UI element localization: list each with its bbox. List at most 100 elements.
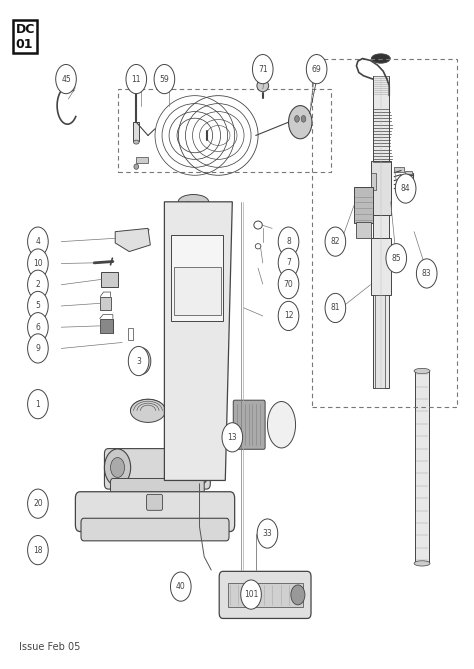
Text: 45: 45 [61,74,71,84]
Circle shape [253,55,273,84]
Bar [354,187,373,223]
Text: 9: 9 [36,344,40,353]
Ellipse shape [414,561,430,566]
Circle shape [173,574,184,590]
Circle shape [325,227,346,256]
Circle shape [27,249,48,278]
Ellipse shape [178,195,209,209]
Text: 81: 81 [331,304,340,312]
FancyBboxPatch shape [104,449,210,489]
Bar [100,318,113,333]
Polygon shape [164,202,232,480]
Text: 40: 40 [176,582,186,591]
Bar [375,294,385,387]
FancyBboxPatch shape [219,571,311,618]
Text: Issue Feb 05: Issue Feb 05 [19,642,81,652]
Circle shape [386,244,407,273]
Circle shape [278,270,299,298]
Ellipse shape [267,401,296,448]
Text: 84: 84 [401,184,410,193]
Circle shape [257,519,278,548]
Circle shape [27,489,48,518]
Circle shape [104,449,131,486]
Text: 59: 59 [160,74,169,84]
Circle shape [190,458,204,478]
Circle shape [27,292,48,320]
Bar [164,258,174,294]
Text: 83: 83 [422,269,431,278]
FancyBboxPatch shape [110,478,204,504]
FancyBboxPatch shape [75,492,235,532]
Bar [128,328,133,340]
Circle shape [289,106,312,138]
Circle shape [241,580,261,609]
Text: 11: 11 [131,74,141,84]
Circle shape [27,227,48,256]
Circle shape [182,202,193,217]
Bar [372,173,376,190]
Text: 5: 5 [36,302,40,310]
Text: 69: 69 [312,65,321,74]
Text: 71: 71 [258,65,268,74]
FancyBboxPatch shape [81,518,229,541]
Circle shape [278,248,299,278]
Bar [405,171,412,174]
Circle shape [126,64,146,94]
Bar [137,157,148,163]
Circle shape [306,55,327,84]
Bar [394,167,404,172]
Bar [178,202,209,228]
Ellipse shape [414,369,430,374]
Text: 82: 82 [331,237,340,246]
Circle shape [110,458,125,478]
Bar [415,371,429,563]
Ellipse shape [372,54,390,63]
Bar [373,76,389,387]
Circle shape [222,423,243,452]
Bar [356,222,371,238]
Text: 3: 3 [136,357,141,365]
Ellipse shape [130,399,165,422]
Ellipse shape [134,164,138,169]
Ellipse shape [167,308,209,334]
Circle shape [27,389,48,419]
Circle shape [128,347,149,375]
Text: 12: 12 [284,312,293,320]
Bar [134,122,139,140]
Bar [118,89,331,172]
Circle shape [27,535,48,565]
Text: 70: 70 [283,280,293,288]
Circle shape [295,116,299,122]
Ellipse shape [134,140,139,144]
Circle shape [56,64,76,94]
Text: 6: 6 [36,322,40,332]
Bar [172,235,223,321]
Circle shape [137,355,146,368]
Text: 20: 20 [33,499,43,508]
Circle shape [132,348,151,375]
Bar [228,583,302,607]
Circle shape [27,270,48,299]
Circle shape [27,334,48,363]
Circle shape [395,174,416,203]
Circle shape [184,449,210,486]
Text: 101: 101 [244,590,258,599]
Text: 18: 18 [33,546,43,555]
Circle shape [154,64,175,94]
Text: DC
01: DC 01 [16,23,35,51]
Bar [371,161,391,215]
Text: 7: 7 [286,258,291,268]
Text: 10: 10 [33,259,43,268]
Circle shape [417,259,437,288]
Text: 85: 85 [392,254,401,263]
Circle shape [171,572,191,601]
FancyBboxPatch shape [146,494,163,510]
Ellipse shape [257,80,269,92]
Text: 33: 33 [263,529,273,538]
Circle shape [325,294,346,322]
Text: 4: 4 [36,237,40,246]
Circle shape [278,301,299,330]
Bar [100,296,110,310]
FancyBboxPatch shape [233,400,265,450]
Circle shape [278,227,299,256]
